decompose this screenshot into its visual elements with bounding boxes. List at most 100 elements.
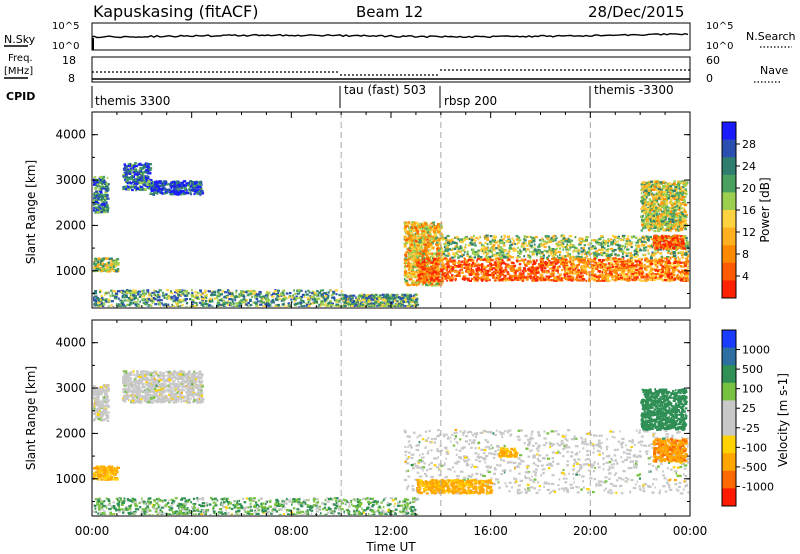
- heatmap-cell: [594, 255, 598, 258]
- heatmap-cell: [687, 241, 689, 244]
- heatmap-cell: [105, 205, 109, 208]
- heatmap-cell: [497, 276, 501, 279]
- heatmap-cell: [238, 305, 241, 307]
- heatmap-cell: [114, 290, 117, 294]
- heatmap-cell: [164, 190, 167, 193]
- heatmap-cell: [552, 265, 555, 268]
- heatmap-cell: [449, 257, 451, 260]
- heatmap-cell: [532, 253, 536, 256]
- heatmap-cell: [529, 261, 532, 264]
- heatmap-cell: [316, 294, 320, 297]
- heatmap-cell: [540, 276, 545, 279]
- heatmap-cell: [427, 231, 430, 234]
- heatmap-cell: [264, 294, 268, 297]
- heatmap-cell: [456, 250, 460, 253]
- heatmap-cell: [432, 275, 435, 278]
- heatmap-cell: [476, 276, 479, 279]
- heatmap-cell: [115, 262, 118, 265]
- heatmap-cell: [157, 186, 161, 189]
- heatmap-cell: [378, 297, 381, 300]
- heatmap-cell: [463, 262, 466, 265]
- heatmap-cell: [93, 298, 97, 301]
- heatmap-cell: [559, 253, 561, 257]
- heatmap-cell: [686, 239, 688, 242]
- heatmap-cell: [179, 298, 182, 301]
- heatmap-cell: [343, 301, 347, 304]
- heatmap-cell: [592, 245, 596, 248]
- heatmap-cell: [151, 299, 153, 302]
- heatmap-cell: [417, 246, 421, 249]
- heatmap-cell: [433, 228, 438, 231]
- heatmap-cell: [577, 252, 580, 255]
- heatmap-cell: [411, 251, 415, 255]
- heatmap-cell: [498, 274, 500, 277]
- heatmap-cell: [525, 278, 529, 281]
- heatmap-cell: [126, 291, 129, 294]
- heatmap-cell: [525, 244, 529, 247]
- heatmap-cell: [136, 304, 141, 307]
- heatmap-cell: [553, 250, 557, 253]
- heatmap-cell: [470, 265, 473, 268]
- heatmap-cell: [558, 247, 562, 250]
- heatmap-cell: [485, 234, 489, 237]
- heatmap-cell: [139, 169, 142, 173]
- date-label: 28/Dec/2015: [588, 3, 684, 21]
- heatmap-cell: [357, 299, 362, 302]
- heatmap-cell: [356, 297, 358, 300]
- heatmap-cell: [491, 276, 495, 279]
- heatmap-cell: [483, 267, 486, 271]
- heatmap-cell: [172, 299, 176, 302]
- heatmap-cell: [421, 283, 424, 286]
- heatmap-cell: [183, 293, 185, 296]
- heatmap-cell: [128, 289, 132, 292]
- heatmap-cell: [429, 233, 432, 236]
- heatmap-cell: [681, 256, 684, 259]
- heatmap-cell: [181, 292, 184, 295]
- heatmap-cell: [141, 290, 143, 293]
- heatmap-cell: [510, 269, 514, 272]
- heatmap-cell: [461, 271, 465, 274]
- heatmap-cell: [193, 189, 197, 192]
- heatmap-cell: [528, 269, 532, 272]
- heatmap-cell: [449, 266, 452, 269]
- heatmap-cell: [235, 302, 239, 305]
- heatmap-cell: [533, 237, 536, 240]
- heatmap-cell: [99, 291, 101, 294]
- heatmap-cell: [561, 239, 565, 242]
- heatmap-cell: [424, 227, 428, 230]
- heatmap-cell: [446, 267, 449, 270]
- heatmap-cell: [560, 279, 563, 282]
- heatmap-cell: [275, 293, 279, 296]
- heatmap-cell: [486, 238, 490, 242]
- heatmap-cell: [432, 252, 436, 255]
- heatmap-cell: [641, 243, 644, 246]
- heatmap-cell: [139, 163, 143, 166]
- heatmap-cell: [429, 282, 432, 285]
- heatmap-cell: [144, 162, 149, 165]
- heatmap-cell: [424, 274, 427, 277]
- heatmap-cell: [298, 306, 301, 307]
- heatmap-cell: [227, 299, 229, 302]
- heatmap-cell: [477, 263, 480, 266]
- heatmap-cell: [542, 254, 545, 257]
- heatmap-cell: [408, 254, 411, 257]
- heatmap-cell: [474, 277, 477, 280]
- heatmap-cell: [521, 242, 523, 245]
- heatmap-cell: [553, 261, 557, 264]
- heatmap-cell: [184, 294, 188, 297]
- heatmap-cell: [419, 281, 422, 284]
- heatmap-cell: [425, 263, 428, 266]
- heatmap-cell: [166, 288, 169, 292]
- heatmap-cell: [494, 270, 498, 273]
- heatmap-cell: [458, 263, 462, 266]
- heatmap-cell: [451, 247, 454, 250]
- heatmap-cell: [494, 241, 498, 244]
- heatmap-cell: [472, 259, 475, 262]
- heatmap-cell: [660, 256, 663, 259]
- heatmap-cell: [184, 297, 188, 301]
- heatmap-cell: [116, 262, 120, 265]
- heatmap-cell: [404, 254, 407, 257]
- heatmap-cell: [348, 297, 351, 300]
- heatmap-cell: [153, 297, 156, 301]
- heatmap-cell: [103, 186, 106, 189]
